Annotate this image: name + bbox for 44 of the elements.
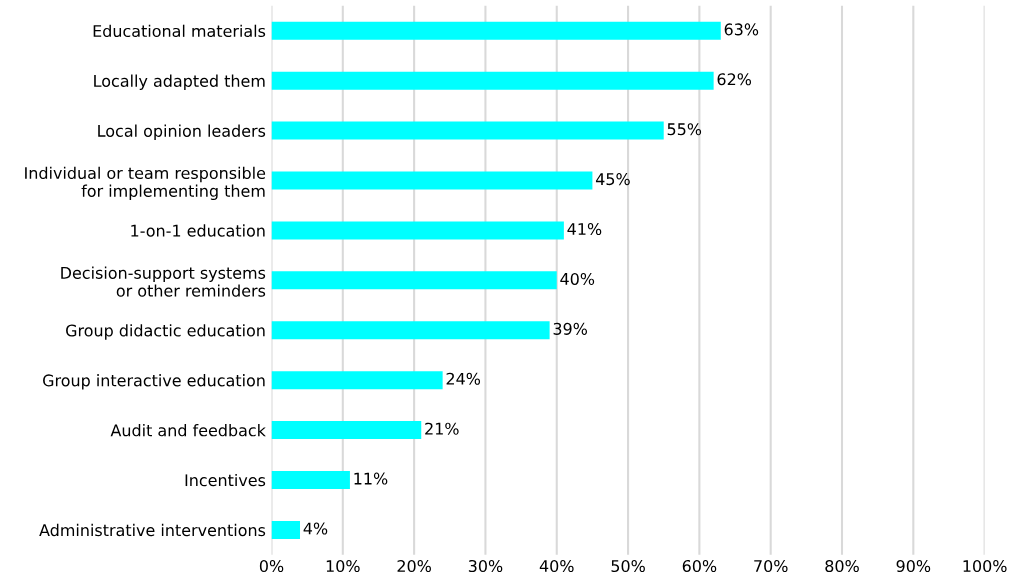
- bar: [271, 321, 550, 340]
- x-tick-label: 20%: [397, 560, 431, 573]
- x-tick-label: 80%: [825, 560, 859, 573]
- data-label: 41%: [567, 222, 602, 236]
- x-tick-label: 60%: [682, 560, 717, 573]
- data-label: 62%: [717, 73, 752, 86]
- x-tick-label: 70%: [754, 560, 788, 573]
- bar: [271, 171, 593, 190]
- bar: [271, 21, 721, 40]
- y-tick-label: Educational materials: [93, 24, 266, 38]
- x-tick-label: 0%: [259, 560, 284, 573]
- x-tick-label: 30%: [468, 560, 503, 573]
- y-tick-label: Group didactic education: [66, 324, 265, 340]
- x-tick-label: 50%: [611, 560, 645, 573]
- y-tick-label: Individual or team responsible for implementing them: [25, 166, 266, 201]
- data-label: 45%: [595, 173, 630, 186]
- x-tick-label: 10%: [326, 560, 360, 573]
- y-tick-label: Local opinion leaders: [98, 124, 266, 140]
- y-tick-label: 1-on-1 education: [131, 224, 265, 237]
- bar: [271, 121, 664, 140]
- y-tick-label: Audit and feedback: [110, 424, 266, 437]
- data-label: 24%: [446, 372, 481, 385]
- y-tick-label: Incentives: [185, 473, 266, 487]
- data-label: 55%: [667, 123, 702, 136]
- y-tick-label: Locally adapted them: [94, 74, 265, 91]
- data-label: 4%: [303, 522, 328, 535]
- data-label: 40%: [560, 272, 595, 285]
- data-label: 39%: [553, 322, 588, 335]
- x-tick-label: 100%: [963, 560, 1007, 573]
- bar: [271, 421, 422, 440]
- data-label: 63%: [724, 23, 759, 36]
- y-tick-label: Decision-support systems or other reminders: [61, 266, 266, 297]
- x-tick-label: 40%: [539, 560, 574, 573]
- bar: [271, 520, 301, 539]
- data-label: 21%: [425, 422, 459, 435]
- bar: [271, 71, 714, 90]
- bar: [271, 371, 443, 390]
- x-tick-label: 90%: [896, 560, 931, 573]
- y-tick-label: Group interactive education: [43, 374, 265, 390]
- data-label: 11%: [354, 472, 388, 485]
- bar: [271, 271, 557, 290]
- bar: [271, 221, 564, 240]
- bar: [271, 471, 350, 489]
- y-tick-label: Administrative interventions: [39, 523, 266, 537]
